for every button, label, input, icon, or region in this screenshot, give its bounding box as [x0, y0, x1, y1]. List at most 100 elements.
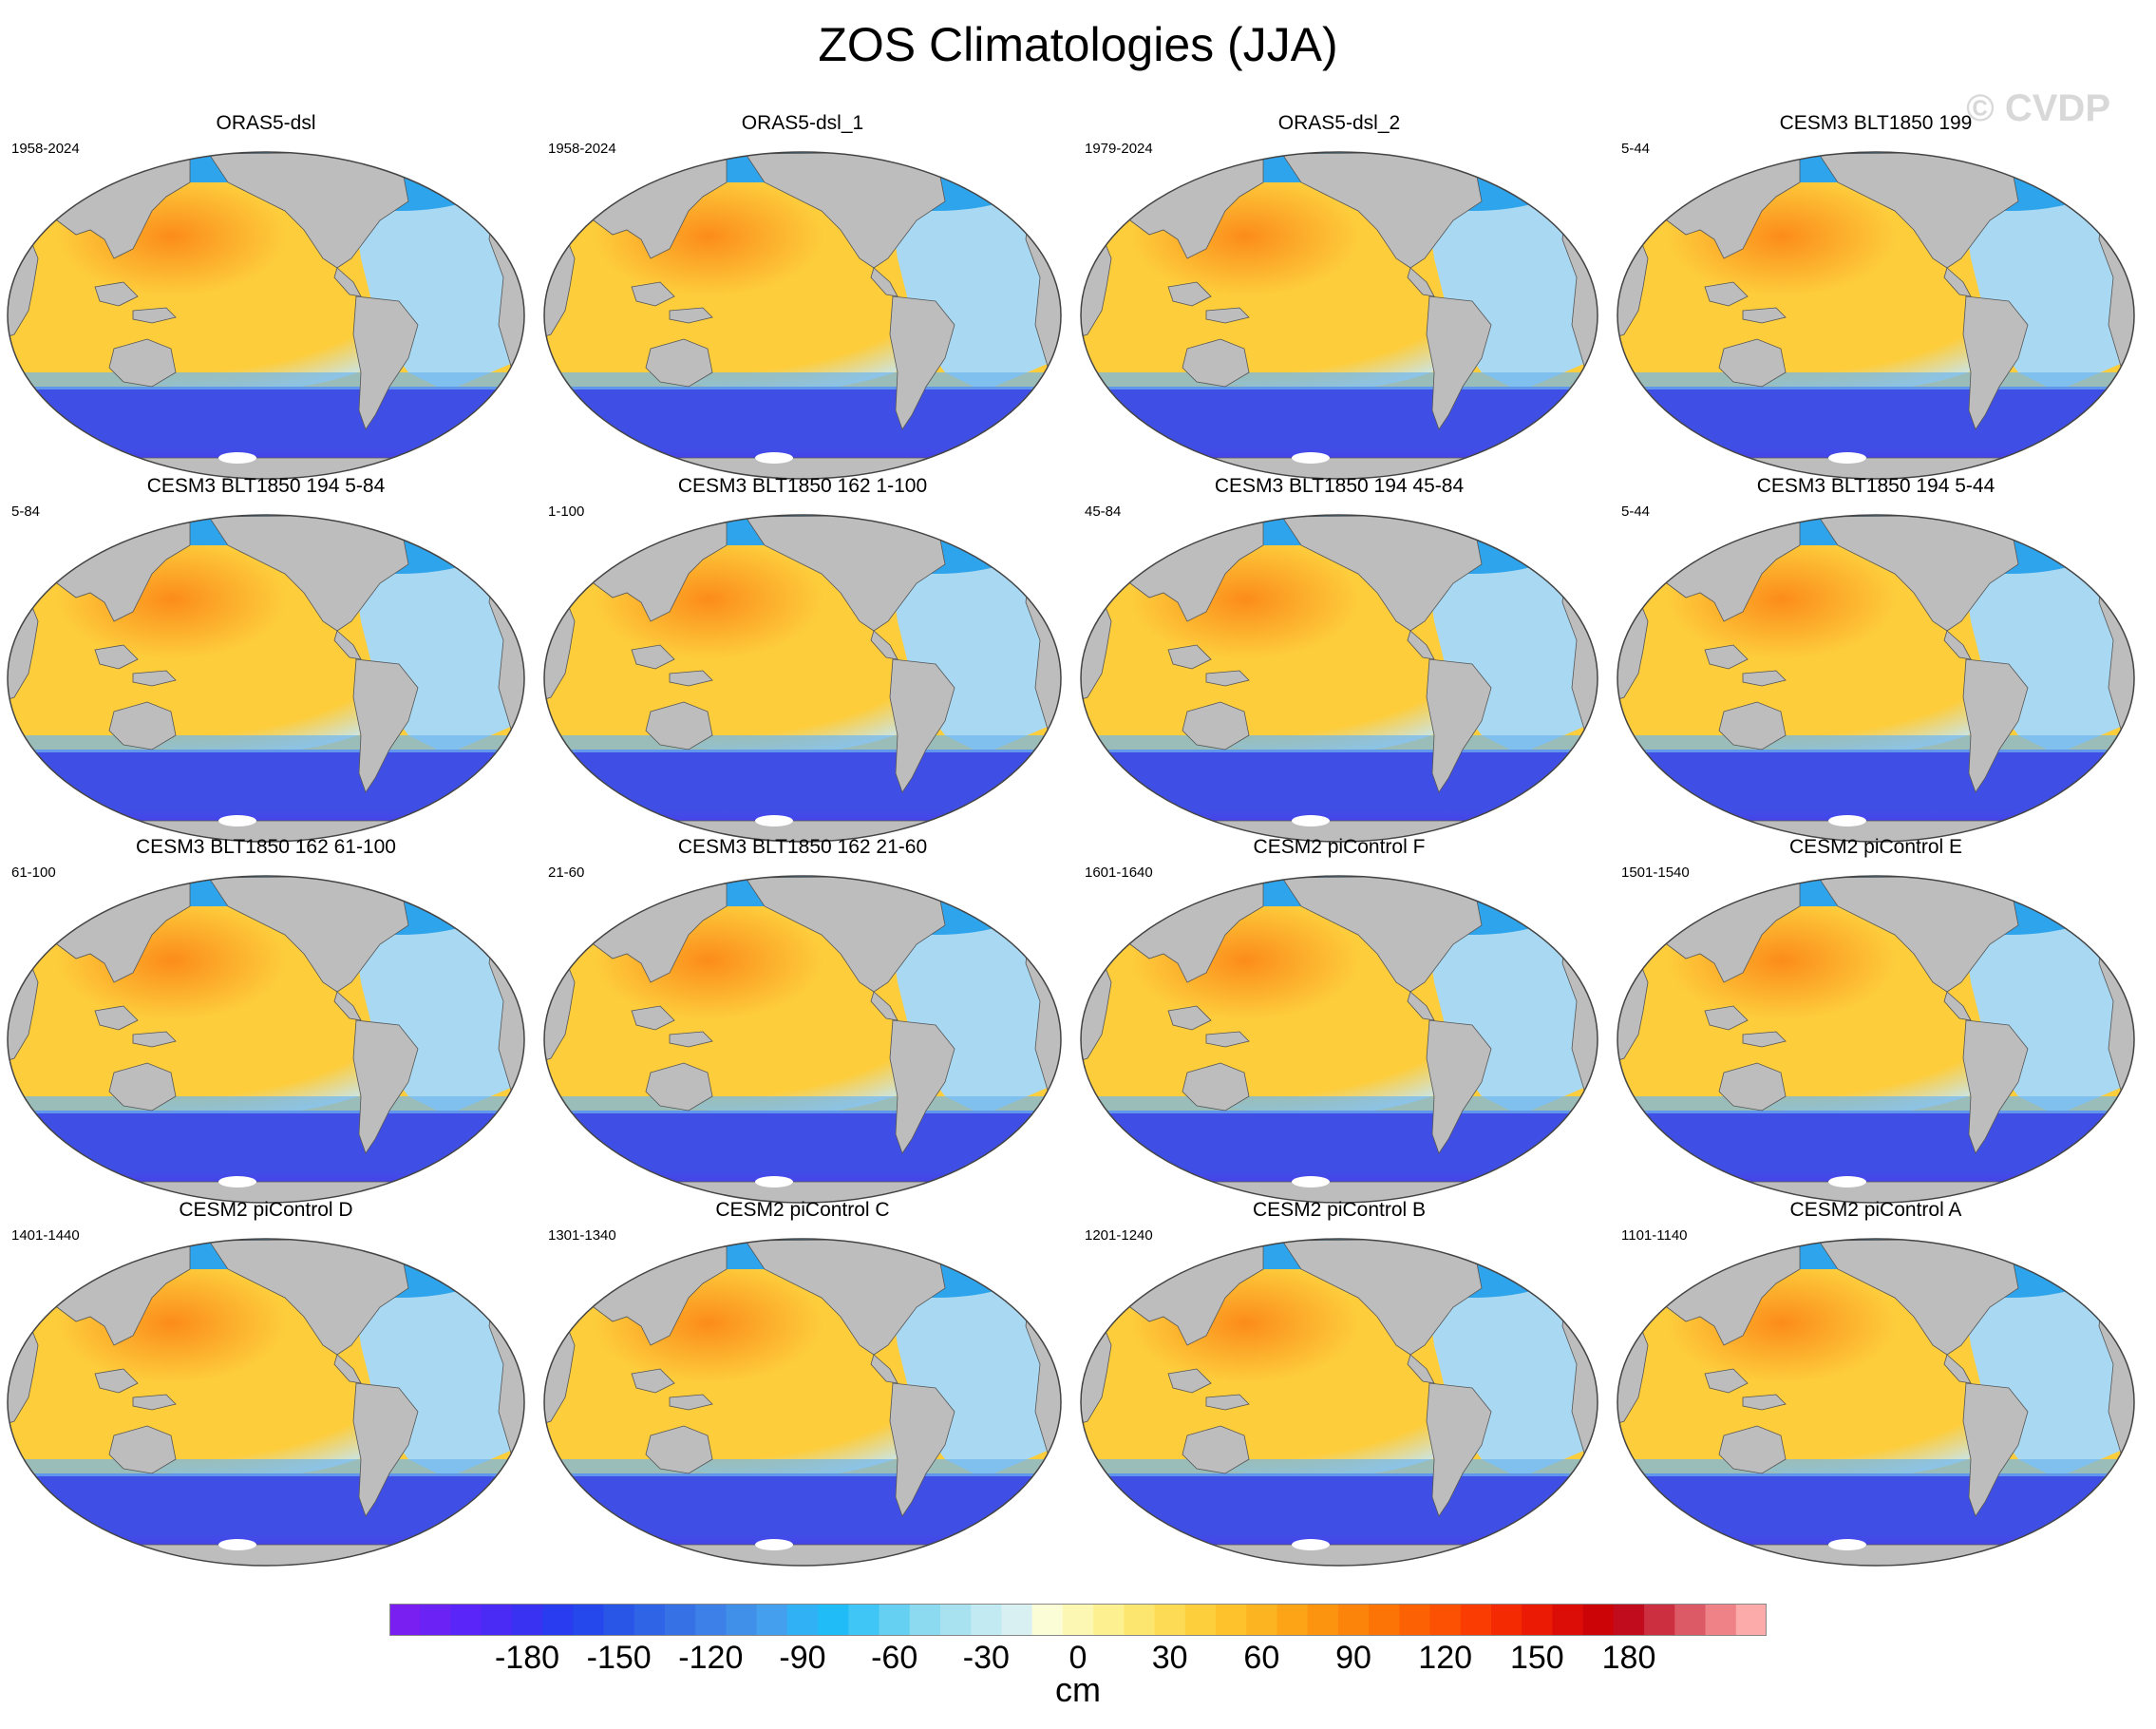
colorbar-swatch [1031, 1604, 1064, 1636]
colorbar-tick-label: 0 [1069, 1640, 1087, 1676]
panel-title: CESM3 BLT1850 194 5-84 [146, 475, 386, 497]
panel-title: CESM3 BLT1850 199 [1779, 112, 1973, 134]
map-panel: CESM2 piControl C 1301-1340 [537, 1199, 1069, 1607]
colorbar-tick-label: -90 [779, 1640, 825, 1676]
colorbar-tick-label: -150 [587, 1640, 652, 1676]
world-map [7, 151, 525, 480]
colorbar-unit: cm [1055, 1670, 1101, 1709]
panel-title: ORAS5-dsl [216, 112, 316, 134]
panel-years: 5-44 [1621, 504, 1651, 520]
colorbar-swatch [756, 1604, 788, 1636]
panel-title: CESM3 BLT1850 162 21-60 [677, 836, 928, 858]
world-map [1080, 1238, 1598, 1567]
panel-years: 1501-1540 [1621, 864, 1690, 881]
world-map [7, 514, 525, 843]
panel-title: CESM3 BLT1850 162 61-100 [136, 836, 396, 858]
colorbar-swatch [1429, 1604, 1462, 1636]
panel-years: 1601-1640 [1085, 864, 1153, 881]
colorbar-tick-label: 60 [1243, 1640, 1279, 1676]
panel-title: CESM2 piControl D [179, 1199, 353, 1221]
colorbar-tick-label: -180 [495, 1640, 559, 1676]
colorbar-swatch [481, 1604, 513, 1636]
colorbar-swatch [1582, 1604, 1615, 1636]
map-panel: ORAS5-dsl 1958-2024 [0, 112, 532, 521]
panel-years: 5-84 [11, 504, 41, 520]
map-panel: CESM3 BLT1850 199 5-44 [1610, 112, 2142, 521]
panel-years: 45-84 [1085, 504, 1122, 520]
colorbar-swatch [940, 1604, 972, 1636]
colorbar-swatch [879, 1604, 911, 1636]
colorbar-tick-label: -60 [871, 1640, 917, 1676]
colorbar-swatch [1399, 1604, 1431, 1636]
colorbar-swatch [634, 1604, 666, 1636]
colorbar-swatch [695, 1604, 727, 1636]
panel-years: 1401-1440 [11, 1227, 80, 1244]
world-map [1617, 1238, 2135, 1567]
world-map [1080, 151, 1598, 480]
colorbar-swatch [1552, 1604, 1584, 1636]
colorbar-swatch [511, 1604, 543, 1636]
colorbar-swatch [1337, 1604, 1370, 1636]
world-map [543, 514, 1062, 843]
panel-title: CESM3 BLT1850 194 5-44 [1756, 475, 1995, 497]
colorbar-swatch [665, 1604, 696, 1636]
world-map [1617, 151, 2135, 480]
panel-years: 1-100 [548, 504, 585, 520]
colorbar-tick-label: -30 [963, 1640, 1010, 1676]
colorbar-tick-label: 90 [1335, 1640, 1371, 1676]
colorbar-swatch [1184, 1604, 1217, 1636]
panel-title: CESM3 BLT1850 162 1-100 [677, 475, 928, 497]
map-panel: ORAS5-dsl_2 1979-2024 [1073, 112, 1605, 521]
panel-title: CESM2 piControl F [1253, 836, 1426, 858]
colorbar-swatch [1216, 1604, 1247, 1636]
colorbar-swatch [726, 1604, 758, 1636]
colorbar-tick-label: 120 [1418, 1640, 1472, 1676]
panel-years: 21-60 [548, 864, 585, 881]
colorbar-swatch [573, 1604, 605, 1636]
figure-title: ZOS Climatologies (JJA) [818, 18, 1338, 71]
panel-title: CESM2 piControl A [1789, 1199, 1962, 1221]
colorbar-tick-label: -120 [678, 1640, 743, 1676]
colorbar-swatch [1613, 1604, 1645, 1636]
panel-title: ORAS5-dsl_2 [1277, 112, 1401, 134]
panel-title: CESM3 BLT1850 194 45-84 [1214, 475, 1465, 497]
colorbar-swatch [389, 1604, 421, 1636]
panel-years: 1979-2024 [1085, 141, 1153, 157]
colorbar-swatch [1522, 1604, 1553, 1636]
colorbar-swatch [1705, 1604, 1737, 1636]
colorbar-tick-label: 30 [1152, 1640, 1188, 1676]
colorbar-swatch [1062, 1604, 1094, 1636]
colorbar-swatch [786, 1604, 819, 1636]
map-panel: CESM3 BLT1850 162 61-100 61-100 [0, 836, 532, 1244]
world-map [1080, 514, 1598, 843]
colorbar-swatch [1491, 1604, 1522, 1636]
colorbar-swatch [1246, 1604, 1277, 1636]
map-panel: CESM3 BLT1850 194 5-84 5-84 [0, 475, 532, 884]
world-map [543, 1238, 1062, 1567]
panel-title: ORAS5-dsl_1 [741, 112, 864, 134]
panel-years: 1958-2024 [548, 141, 616, 157]
world-map [1617, 875, 2135, 1204]
colorbar-swatch [1369, 1604, 1400, 1636]
colorbar-swatch [1735, 1604, 1767, 1636]
panel-title: CESM2 piControl C [715, 1199, 890, 1221]
colorbar-swatch [542, 1604, 574, 1636]
map-panel: CESM3 BLT1850 162 1-100 1-100 [537, 475, 1069, 884]
colorbar-swatch [1644, 1604, 1675, 1636]
colorbar-swatch [818, 1604, 849, 1636]
colorbar-swatch [848, 1604, 880, 1636]
world-map [7, 875, 525, 1204]
panel-years: 1201-1240 [1085, 1227, 1153, 1244]
colorbar-swatch [603, 1604, 635, 1636]
world-map [543, 875, 1062, 1204]
panel-years: 61-100 [11, 864, 56, 881]
colorbar-swatch [1154, 1604, 1186, 1636]
colorbar-swatch [420, 1604, 451, 1636]
world-map [543, 151, 1062, 480]
watermark: © CVDP [1966, 87, 2110, 129]
world-map [7, 1238, 525, 1567]
colorbar-swatch [1124, 1604, 1156, 1636]
colorbar-swatch [971, 1604, 1002, 1636]
panel-years: 1958-2024 [11, 141, 80, 157]
world-map [1617, 514, 2135, 843]
